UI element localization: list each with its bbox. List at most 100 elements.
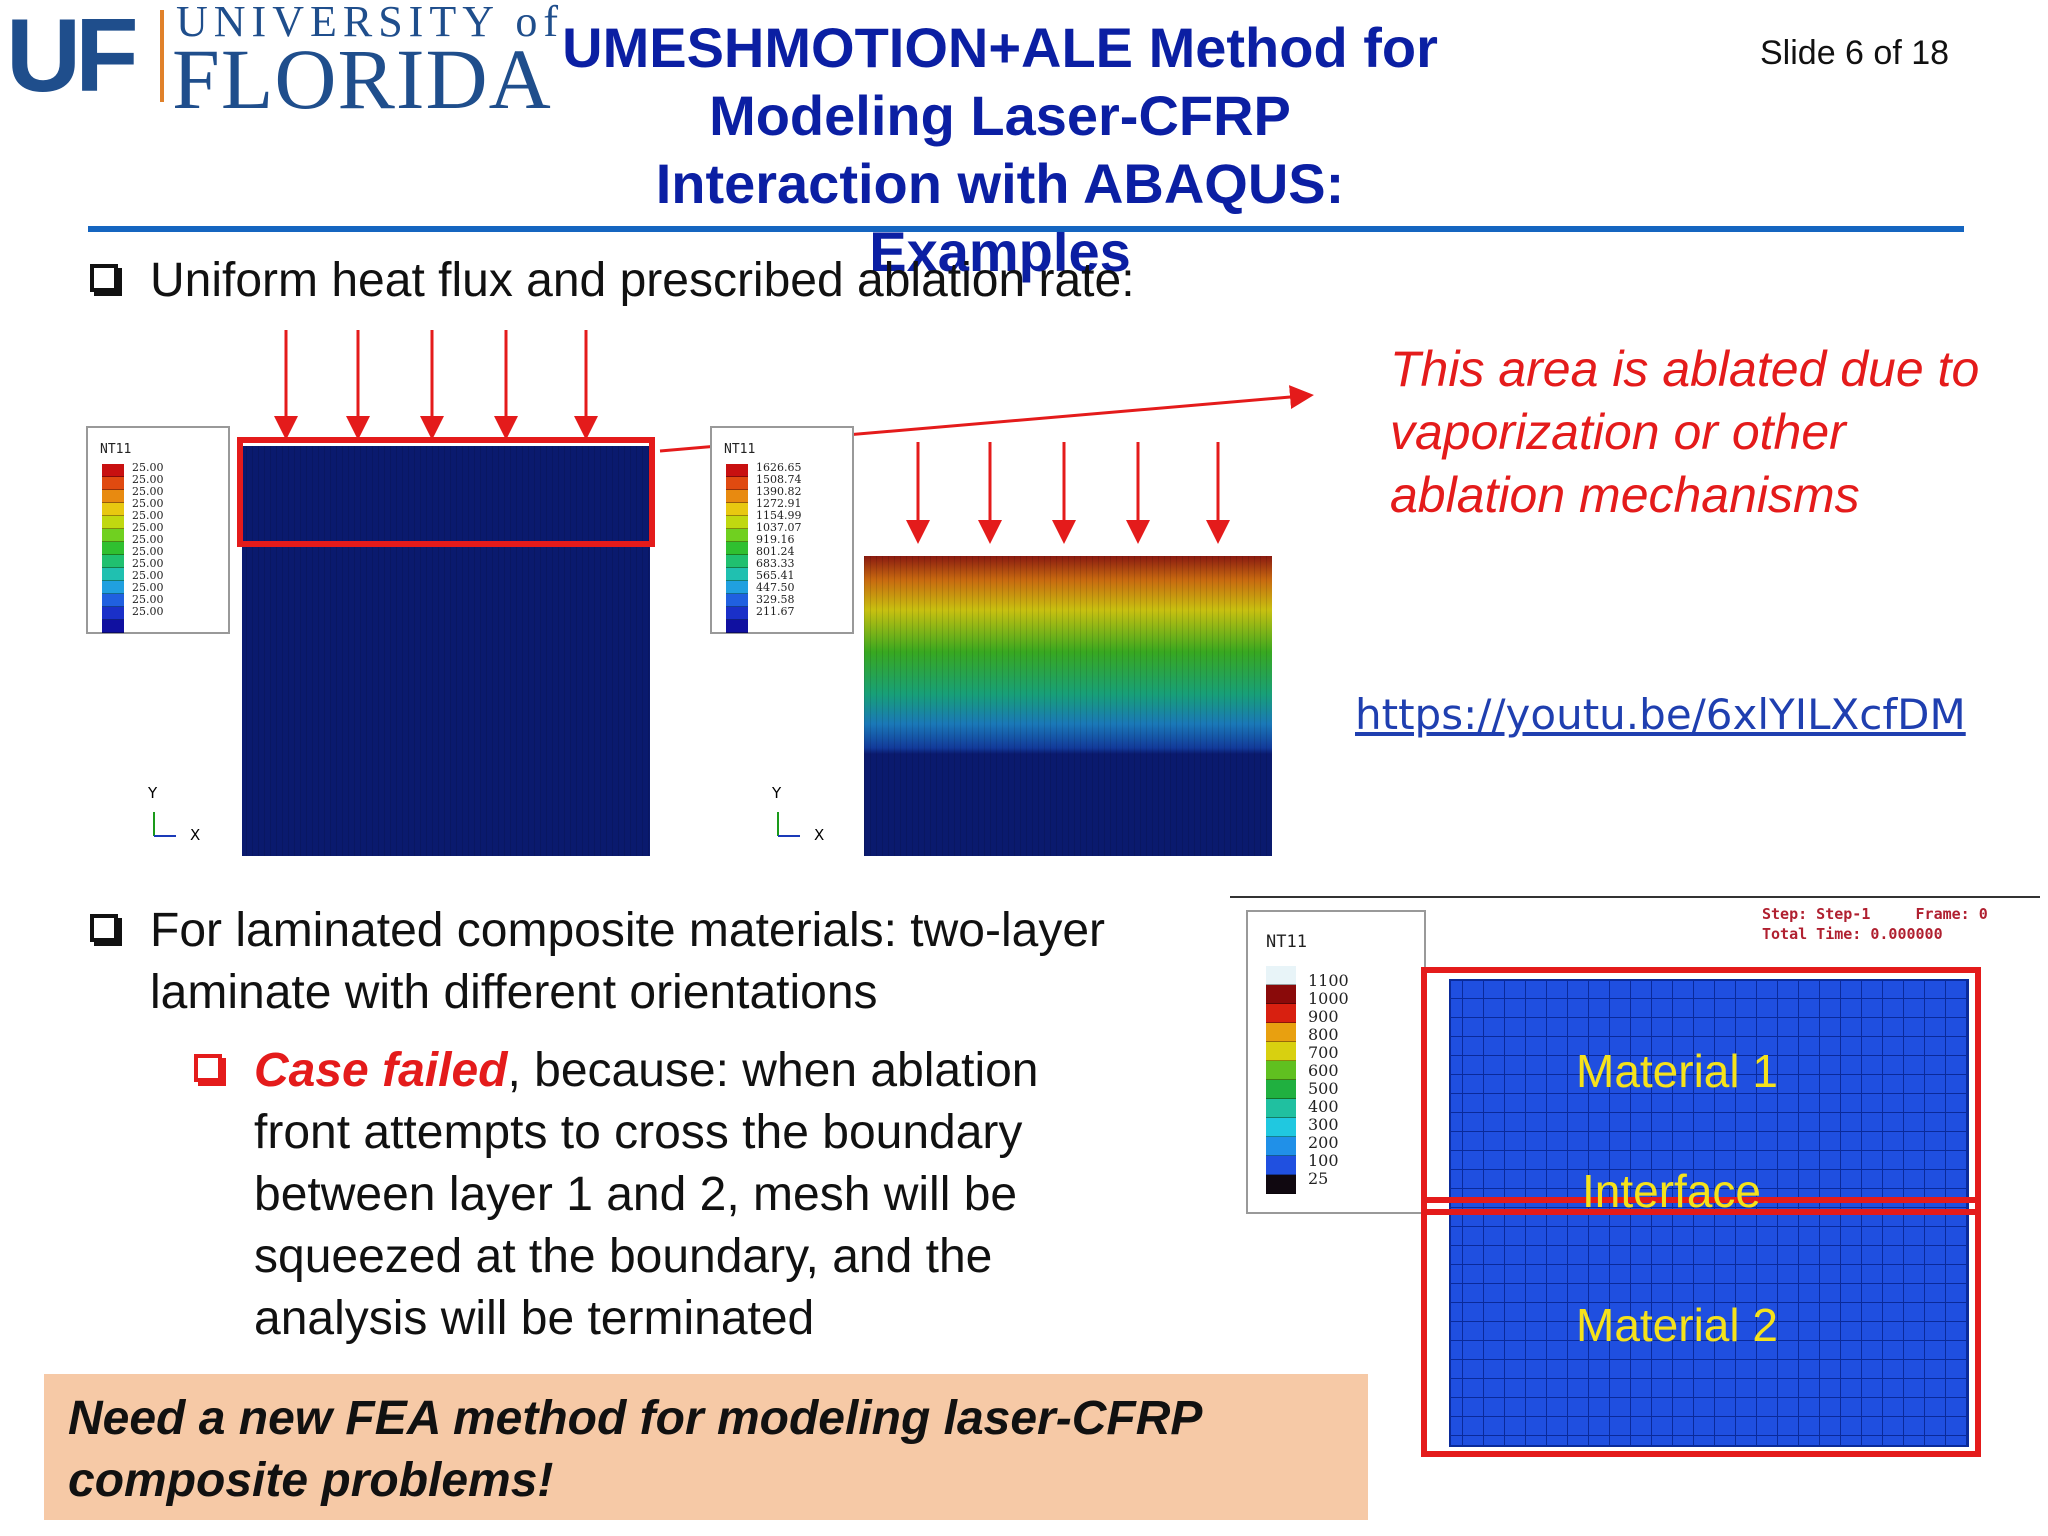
sub-bullet-first-line: Case failed, because: when ablation [254, 1040, 1039, 1102]
interface-label: Interface [1582, 1165, 1761, 1217]
legend-swatch [102, 503, 124, 516]
legend-swatch [102, 555, 124, 568]
legend-title: NT11 [100, 442, 132, 457]
legend-swatch [102, 581, 124, 594]
legend-value: 1000 [1308, 989, 1349, 1008]
legend-swatch [726, 516, 748, 529]
slide-number: Slide 6 of 18 [1760, 34, 1950, 72]
sub-bullet-box-icon [194, 1054, 222, 1087]
logo-university: UNIVERSITY of [176, 0, 564, 46]
legend-colorbar [102, 464, 124, 633]
figure-top-rule [1230, 896, 2040, 898]
logo-uf: UF [6, 0, 139, 114]
legend-value: 25.00 [132, 497, 164, 510]
legend-value: 683.33 [756, 557, 795, 570]
sub-bullet-line: front attempts to cross the boundary [254, 1106, 1023, 1159]
legend-value: 329.58 [756, 593, 795, 606]
legend-value: 919.16 [756, 533, 795, 546]
legend-value: 900 [1308, 1007, 1339, 1026]
legend-right: NT11 1100 1000 900 800 700 600 500 400 300 200 100… [1246, 910, 1426, 1214]
legend-value: 800 [1308, 1025, 1339, 1044]
legend-value: 1626.65 [756, 461, 802, 474]
ablation-note: This area is ablated due to vaporization… [1390, 341, 1980, 523]
legend-swatch [726, 607, 748, 620]
legend-swatch [1266, 1137, 1296, 1156]
sub-bullet-line: squeezed at the boundary, and the [254, 1230, 993, 1283]
logo-divider [160, 10, 164, 102]
legend-swatch [726, 555, 748, 568]
heat-flux-arrows-mid [906, 442, 1230, 544]
legend-value: 25.00 [132, 485, 164, 498]
legend-title: NT11 [724, 442, 756, 457]
legend-swatch [1266, 1175, 1296, 1194]
video-link[interactable]: https://youtu.be/6xlYILXcfDM [1355, 690, 1966, 739]
material1-box [1421, 967, 1981, 1215]
legend-swatch [102, 607, 124, 620]
case-failed-reason: , because: when ablation [507, 1044, 1039, 1097]
bullet-uniform: Uniform heat flux and prescribed ablatio… [150, 254, 1135, 307]
axis-x-label-mid: X [814, 826, 825, 844]
bullet-laminated-line2: laminate with different orientations [150, 966, 878, 1019]
material2-label: Material 2 [1576, 1299, 1778, 1351]
legend-swatch [1266, 1023, 1296, 1042]
legend-value: 300 [1308, 1115, 1339, 1134]
legend-title: NT11 [1266, 932, 1307, 952]
legend-swatch [1266, 1118, 1296, 1137]
step-info: Step: Step-1 Frame: 0 Total Time: 0.0000… [1762, 905, 1988, 943]
heat-flux-arrows-left [274, 330, 598, 440]
axis-y-label-left: Y [148, 784, 158, 802]
ablation-zone-highlight [237, 437, 655, 547]
axis-x-label-left: X [190, 826, 201, 844]
title-rule [88, 226, 1964, 232]
legend-values: 25.00 25.00 25.00 25.00 25.00 25.00 25.00 25.00… [132, 462, 164, 618]
legend-swatch [102, 477, 124, 490]
legend-swatch [726, 464, 748, 477]
legend-value: 25 [1308, 1169, 1329, 1188]
legend-swatch [102, 464, 124, 477]
legend-swatch [726, 477, 748, 490]
material1-label: Material 1 [1576, 1045, 1778, 1097]
legend-swatch [102, 529, 124, 542]
legend-value: 25.00 [132, 581, 164, 594]
legend-value: 200 [1308, 1133, 1339, 1152]
legend-value: 1100 [1308, 971, 1349, 990]
legend-swatch [102, 542, 124, 555]
legend-swatch [726, 542, 748, 555]
legend-swatch [1266, 1099, 1296, 1118]
legend-value: 25.00 [132, 533, 164, 546]
legend-value: 25.00 [132, 461, 164, 474]
legend-value: 25.00 [132, 557, 164, 570]
legend-swatch [726, 594, 748, 607]
legend-colorbar [726, 464, 748, 633]
legend-value: 1508.74 [756, 473, 802, 486]
logo-florida: FLORIDA [172, 31, 552, 127]
legend-values: 1100 1000 900 800 700 600 500 400 300 200 100 25 [1308, 972, 1349, 1188]
legend-value: 1272.91 [756, 497, 802, 510]
legend-value: 25.00 [132, 605, 164, 618]
legend-swatch [102, 568, 124, 581]
legend-swatch [102, 516, 124, 529]
legend-swatch [726, 503, 748, 516]
ablation-figures [153, 330, 1314, 856]
legend-value: 500 [1308, 1079, 1339, 1098]
legend-value: 25.00 [132, 569, 164, 582]
legend-value: 700 [1308, 1043, 1339, 1062]
legend-swatch [726, 581, 748, 594]
bullet-box-icon [90, 914, 118, 947]
legend-value: 25.00 [132, 545, 164, 558]
legend-value: 447.50 [756, 581, 795, 594]
legend-swatch [1266, 985, 1296, 1004]
legend-left: NT11 25.00 25.00 25.00 25.00 25.00 25.00 25.00… [86, 426, 230, 634]
legend-swatch [726, 620, 748, 633]
legend-values: 1626.65 1508.74 1390.82 1272.91 1154.99 1037.… [756, 462, 802, 618]
slide-title: UMESHMOTION+ALE Method for Modeling Lase… [562, 16, 1438, 283]
legend-swatch [102, 594, 124, 607]
legend-colorbar [1266, 966, 1296, 1194]
legend-swatch [1266, 1004, 1296, 1023]
legend-swatch [726, 490, 748, 503]
legend-value: 25.00 [132, 509, 164, 522]
axis-triad-mid-icon [777, 812, 800, 837]
legend-value: 25.00 [132, 521, 164, 534]
sub-bullet-line: analysis will be terminated [254, 1292, 815, 1345]
